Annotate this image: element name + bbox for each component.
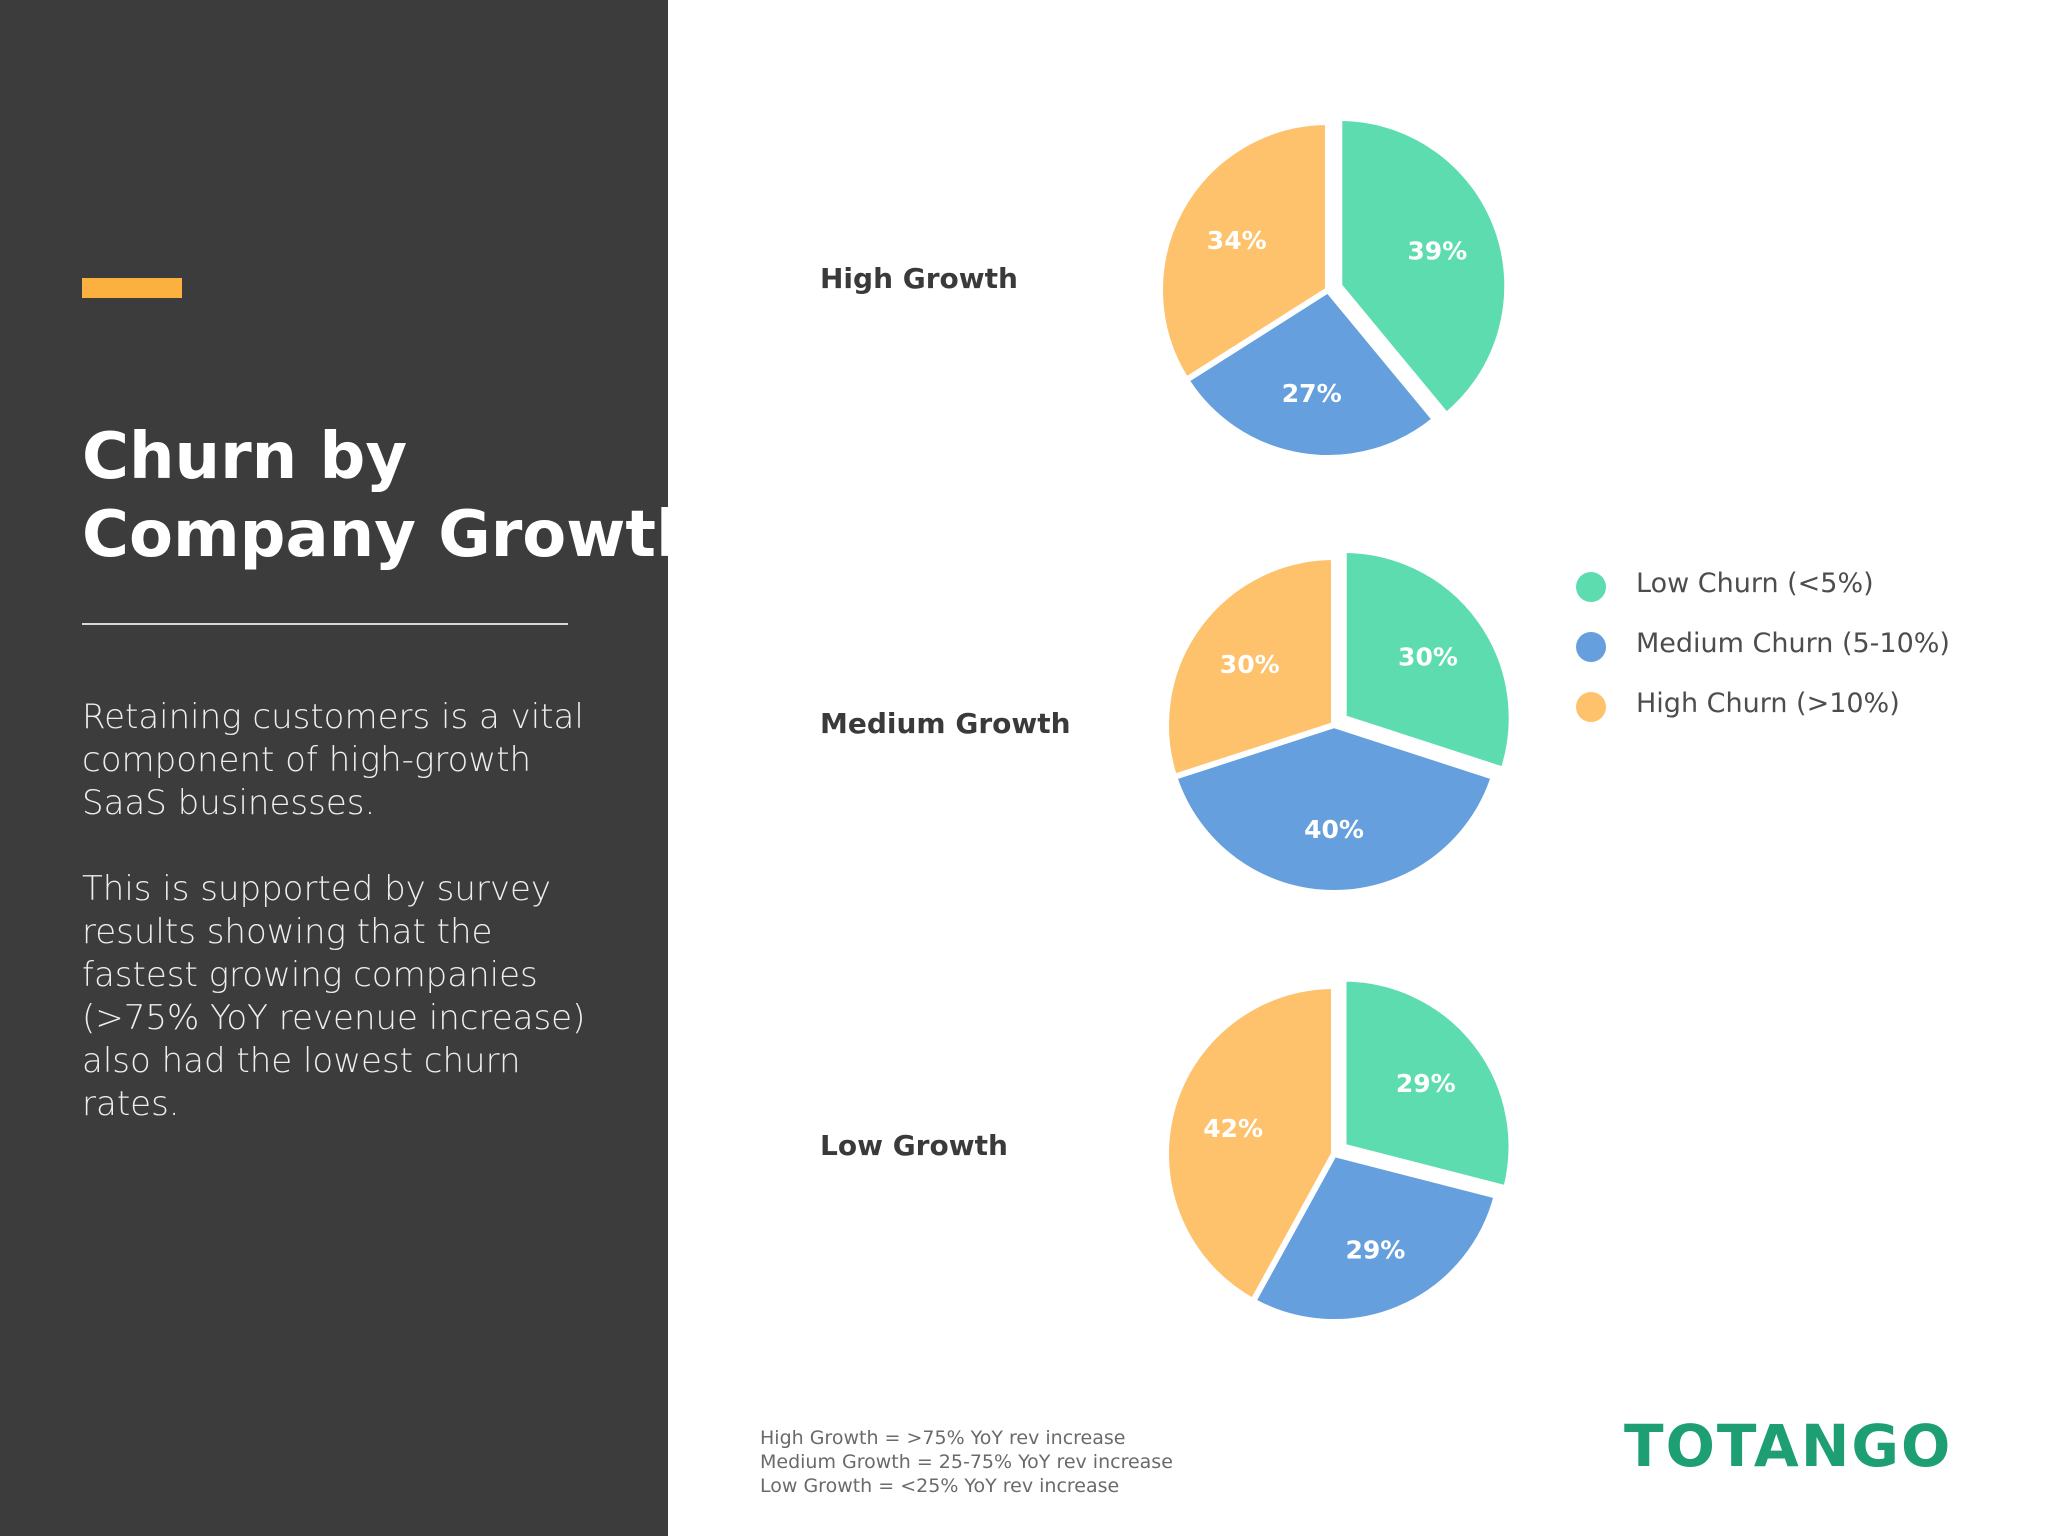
title-line: Company Growth: [82, 498, 702, 572]
row-label-high-growth: High Growth: [820, 262, 1018, 295]
legend-swatch-low-churn: [1576, 572, 1606, 602]
slice-value-label: 39%: [1407, 237, 1467, 266]
desc-line: Retaining customers is a vital: [82, 697, 584, 737]
slice-value-label: 34%: [1207, 226, 1267, 255]
pie-slice: [1163, 554, 1337, 780]
pie-slice: [1163, 983, 1337, 1305]
footnote: High Growth = >75% YoY rev increase Medi…: [760, 1426, 1173, 1498]
desc-line: results showing that the: [82, 912, 493, 952]
legend-label: Low Churn (<5%): [1636, 568, 1874, 599]
desc-line: (>75% YoY revenue increase): [82, 998, 586, 1038]
accent-bar: [82, 278, 182, 298]
legend-swatch-high-churn: [1576, 692, 1606, 722]
pie-slice: [1183, 287, 1439, 461]
legend-swatch-medium-churn: [1576, 632, 1606, 662]
desc-line: fastest growing companies: [82, 955, 538, 995]
pie-slice: [1340, 975, 1515, 1192]
pie-slice: [1171, 722, 1497, 896]
footnote-line: Medium Growth = 25-75% YoY rev increase: [760, 1451, 1173, 1473]
slice-value-label: 42%: [1203, 1114, 1263, 1143]
slice-value-label: 30%: [1398, 643, 1458, 672]
pie-charts: 39% 27% 34% 30% 40% 30% 29% 29% 42%: [1157, 114, 1515, 1325]
row-label-medium-growth: Medium Growth: [820, 707, 1071, 740]
desc-line: also had the lowest churn: [82, 1041, 521, 1081]
row-label-low-growth: Low Growth: [820, 1129, 1008, 1162]
slice-value-label: 30%: [1220, 650, 1280, 679]
description-paragraph-2: This is supported by survey results show…: [82, 868, 602, 1126]
slice-value-label: 40%: [1304, 815, 1364, 844]
desc-line: SaaS businesses.: [82, 783, 376, 823]
slice-value-label: 29%: [1345, 1236, 1405, 1265]
pie-slice: [1340, 546, 1515, 773]
sidebar: Churn by Company Growth Retaining custom…: [0, 0, 702, 1536]
desc-line: rates.: [82, 1084, 180, 1124]
legend-label: Medium Churn (5-10%): [1636, 628, 1950, 659]
divider: [82, 623, 568, 625]
legend-label: High Churn (>10%): [1636, 688, 1900, 719]
footnote-line: Low Growth = <25% YoY rev increase: [760, 1475, 1120, 1497]
slice-value-label: 27%: [1282, 379, 1342, 408]
page-title: Churn by Company Growth: [82, 418, 702, 574]
pie-slice: [1336, 114, 1511, 419]
desc-line: This is supported by survey: [82, 869, 552, 909]
slice-value-label: 29%: [1396, 1069, 1456, 1098]
desc-line: component of high-growth: [82, 740, 532, 780]
footnote-line: High Growth = >75% YoY rev increase: [760, 1427, 1126, 1449]
totango-logo: TOTANGO: [1624, 1412, 1953, 1480]
title-line: Churn by: [82, 420, 408, 494]
pie-slice: [1157, 119, 1331, 384]
description-paragraph-1: Retaining customers is a vital component…: [82, 696, 602, 825]
